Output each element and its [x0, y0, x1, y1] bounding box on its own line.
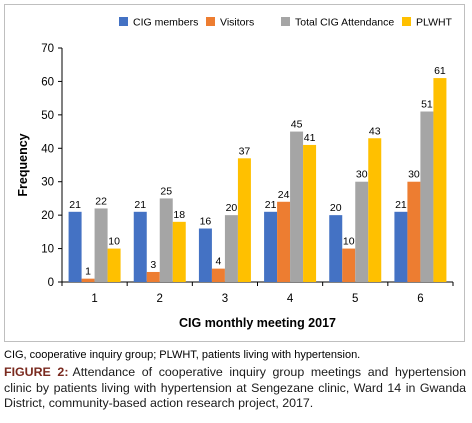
data-label: 20	[330, 202, 342, 214]
chart-note: CIG, cooperative inquiry group; PLWHT, p…	[4, 349, 361, 361]
legend-label-1: CIG members	[133, 17, 198, 29]
bar-4-2	[172, 221, 186, 282]
data-label: 37	[239, 145, 251, 157]
chart-frame: CIG members Visitors Total CIG Attendance P…	[4, 4, 465, 342]
bar-4-6	[433, 78, 447, 282]
data-label: 3	[150, 259, 156, 271]
data-label: 21	[69, 199, 81, 211]
data-label: 18	[173, 209, 185, 221]
y-tick-label: 0	[48, 277, 54, 289]
data-label: 21	[134, 199, 146, 211]
data-label: 20	[226, 202, 238, 214]
legend-swatch-4	[402, 17, 411, 26]
legend-swatch-1	[119, 17, 128, 26]
bar-4-3	[237, 158, 251, 282]
data-label: 22	[95, 195, 107, 207]
legend-label-3: Total CIG Attendance	[295, 17, 394, 29]
data-label: 43	[369, 125, 381, 137]
y-tick-label: 10	[41, 244, 54, 256]
x-tick-label: 5	[352, 293, 358, 305]
data-label: 10	[343, 236, 355, 248]
figure-caption: FIGURE 2: Attendance of cooperative inqui…	[4, 365, 466, 412]
figure-label: FIGURE 2:	[4, 365, 69, 379]
x-tick-label: 4	[287, 293, 294, 305]
bar-4-5	[368, 138, 382, 282]
bar-1-5	[329, 215, 343, 282]
data-label: 51	[421, 99, 433, 111]
bar-chart: CIG members Visitors Total CIG Attendance P…	[16, 17, 454, 330]
bar-1-6	[394, 211, 408, 282]
data-label: 45	[291, 119, 303, 131]
bar-3-2	[159, 198, 173, 282]
legend-label-4: PLWHT	[416, 17, 453, 29]
data-label: 21	[265, 199, 277, 211]
bar-3-1	[94, 208, 108, 282]
data-label: 1	[85, 266, 91, 278]
figure-caption-text: Attendance of cooperative inquiry group …	[4, 365, 466, 410]
y-tick-label: 40	[41, 143, 54, 155]
bar-1-4	[264, 211, 278, 282]
legend-label-2: Visitors	[220, 17, 254, 29]
x-tick-label: 1	[91, 293, 97, 305]
bar-2-4	[277, 201, 291, 282]
bar-4-1	[107, 248, 121, 282]
x-tick-label: 3	[222, 293, 228, 305]
data-label: 30	[356, 169, 368, 181]
x-tick-label: 2	[157, 293, 163, 305]
data-label: 30	[408, 169, 420, 181]
legend-swatch-3	[281, 17, 290, 26]
bar-4-4	[303, 144, 317, 282]
bar-3-3	[224, 215, 238, 282]
bar-3-4	[290, 131, 304, 282]
data-label: 10	[108, 236, 120, 248]
data-label: 41	[304, 132, 316, 144]
y-tick-label: 30	[41, 177, 54, 189]
y-axis-title: Frequency	[16, 133, 30, 196]
bar-2-5	[342, 248, 356, 282]
data-label: 16	[200, 216, 212, 228]
data-label: 61	[434, 65, 446, 77]
bar-1-3	[198, 228, 212, 282]
x-tick-label: 6	[417, 293, 423, 305]
data-label: 21	[395, 199, 407, 211]
bar-2-2	[146, 271, 160, 282]
legend-swatch-2	[206, 17, 215, 26]
data-label: 25	[160, 185, 172, 197]
data-label: 24	[278, 189, 290, 201]
bar-3-5	[355, 181, 369, 282]
bar-1-2	[133, 211, 147, 282]
x-axis-title: CIG monthly meeting 2017	[179, 316, 336, 330]
y-tick-label: 50	[41, 110, 54, 122]
bar-2-3	[211, 268, 225, 282]
bar-3-6	[420, 111, 434, 282]
bar-1-1	[68, 211, 82, 282]
bar-2-6	[407, 181, 421, 282]
y-tick-label: 60	[41, 76, 54, 88]
y-tick-label: 70	[41, 43, 54, 55]
y-tick-label: 20	[41, 210, 54, 222]
data-label: 4	[215, 256, 221, 268]
bar-2-1	[81, 278, 95, 282]
